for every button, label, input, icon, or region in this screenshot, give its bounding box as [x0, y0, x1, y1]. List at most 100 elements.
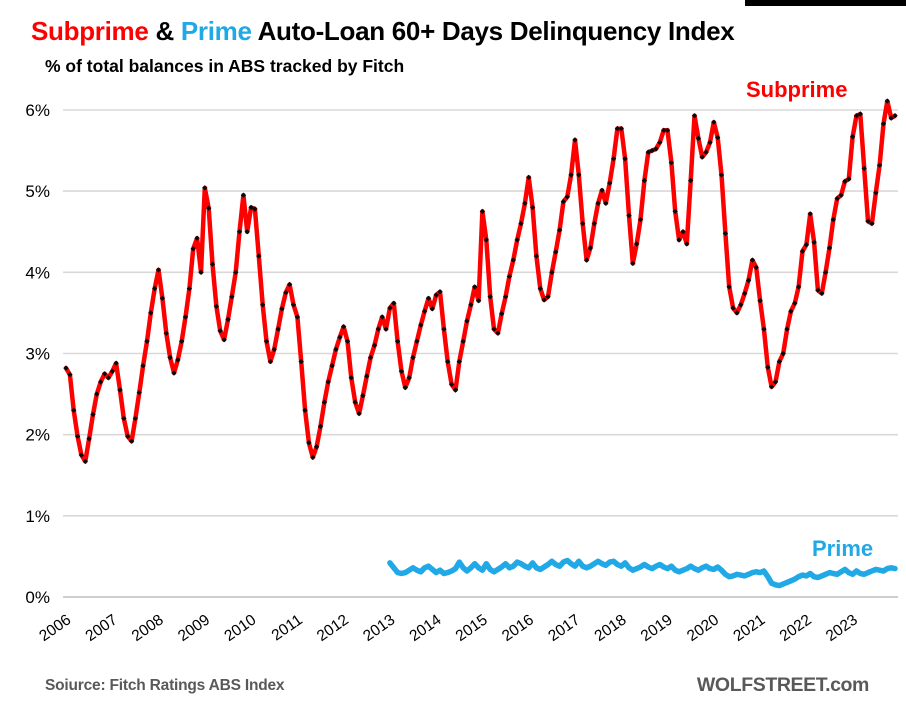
x-axis-label-2018: 2018: [592, 611, 630, 645]
x-axis-label-2006: 2006: [36, 611, 74, 645]
data-point-marker: [144, 338, 150, 344]
x-axis-labels: 2006 2007 2008 2009 2010 2011 2012 2013 2014 2015…: [36, 611, 861, 645]
data-point-marker: [128, 438, 135, 444]
data-point-marker: [772, 379, 779, 385]
data-point-marker: [140, 363, 146, 369]
data-point-marker: [271, 346, 277, 353]
data-point-marker: [456, 358, 462, 365]
data-point-marker: [637, 216, 644, 223]
data-point-marker: [479, 208, 486, 215]
data-point-marker: [394, 338, 401, 344]
data-point-marker: [668, 160, 675, 166]
data-point-marker: [795, 284, 802, 290]
data-point-marker: [857, 111, 863, 117]
data-point-marker: [634, 241, 640, 247]
data-point-marker: [873, 190, 879, 196]
data-point-marker: [452, 387, 459, 393]
data-point-marker: [182, 314, 189, 320]
x-axis-label-2009: 2009: [175, 611, 213, 645]
data-point-marker: [645, 149, 651, 155]
data-point-marker: [819, 290, 825, 297]
data-point-marker: [672, 208, 678, 215]
data-point-marker: [803, 242, 810, 248]
data-point-marker: [738, 302, 744, 308]
data-point-marker: [676, 237, 682, 243]
data-point-marker: [109, 368, 115, 374]
data-point-marker: [499, 311, 505, 317]
data-point-marker: [695, 135, 702, 142]
data-point-marker: [545, 294, 551, 300]
series-labels: Subprime Prime: [746, 77, 873, 561]
data-point-marker: [788, 308, 794, 314]
data-point-marker: [98, 379, 104, 385]
y-axis-label: 0%: [25, 588, 50, 607]
data-point-marker: [888, 115, 894, 121]
data-point-marker: [367, 354, 374, 361]
data-point-marker: [653, 146, 659, 152]
data-point-marker: [595, 200, 601, 206]
data-point-marker: [742, 290, 748, 297]
data-point-marker: [869, 220, 875, 227]
data-point-marker: [410, 354, 416, 361]
data-point-marker: [267, 358, 274, 365]
data-point-marker: [298, 358, 304, 365]
data-point-marker: [464, 318, 470, 324]
x-axis-label-2012: 2012: [314, 611, 352, 645]
data-point-marker: [105, 375, 112, 381]
subprime-series-label: Subprime: [746, 77, 847, 102]
data-point-marker: [472, 284, 478, 290]
data-point-marker: [74, 433, 81, 439]
data-point-marker: [826, 245, 833, 251]
data-point-marker: [849, 134, 856, 140]
y-axis-label: 1%: [25, 507, 50, 526]
data-point-marker: [707, 139, 713, 146]
data-point-marker: [880, 121, 887, 127]
data-point-marker: [549, 269, 555, 275]
data-point-marker: [715, 134, 721, 141]
gridlines: [63, 109, 898, 598]
data-point-marker: [745, 277, 752, 284]
data-point-marker: [448, 381, 455, 387]
data-point-marker: [753, 264, 759, 271]
data-point-marker: [522, 200, 528, 206]
data-point-marker: [194, 235, 200, 241]
data-point-marker: [722, 230, 729, 237]
data-point-marker: [780, 350, 786, 357]
x-axis-label-2017: 2017: [545, 611, 583, 645]
data-point-marker: [387, 305, 393, 311]
data-point-marker: [441, 326, 447, 332]
data-point-marker: [236, 229, 243, 235]
data-point-marker: [838, 192, 844, 198]
data-point-marker: [734, 310, 740, 316]
data-point-marker: [730, 305, 736, 311]
data-point-marker: [576, 172, 582, 178]
data-point-marker: [82, 458, 88, 465]
y-axis-label: 3%: [25, 345, 50, 364]
data-point-marker: [468, 302, 474, 308]
data-point-marker: [244, 229, 250, 235]
data-point-marker: [294, 314, 301, 320]
data-point-marker: [529, 204, 536, 211]
data-point-marker: [67, 371, 73, 378]
data-point-marker: [225, 316, 231, 323]
data-point-marker: [506, 273, 513, 280]
data-point-marker: [460, 338, 466, 344]
data-point-marker: [815, 287, 821, 293]
data-point-marker: [414, 338, 420, 344]
y-axis-labels: 6% 5% 4% 3% 2% 1% 0%: [25, 101, 50, 607]
data-point-marker: [325, 379, 331, 385]
data-point-marker: [514, 237, 520, 243]
data-point-marker: [175, 357, 181, 363]
data-point-marker: [398, 368, 405, 374]
data-point-marker: [765, 364, 771, 370]
subprime-line: [63, 98, 898, 464]
data-point-marker: [290, 302, 297, 308]
data-point-marker: [71, 407, 77, 413]
data-point-marker: [94, 391, 100, 397]
data-point-marker: [607, 180, 613, 186]
data-point-marker: [583, 257, 590, 263]
title-part-subprime: Subprime: [31, 16, 149, 46]
top-accent-bar: [745, 0, 906, 6]
data-point-marker: [263, 338, 270, 344]
data-point-marker: [495, 330, 501, 336]
